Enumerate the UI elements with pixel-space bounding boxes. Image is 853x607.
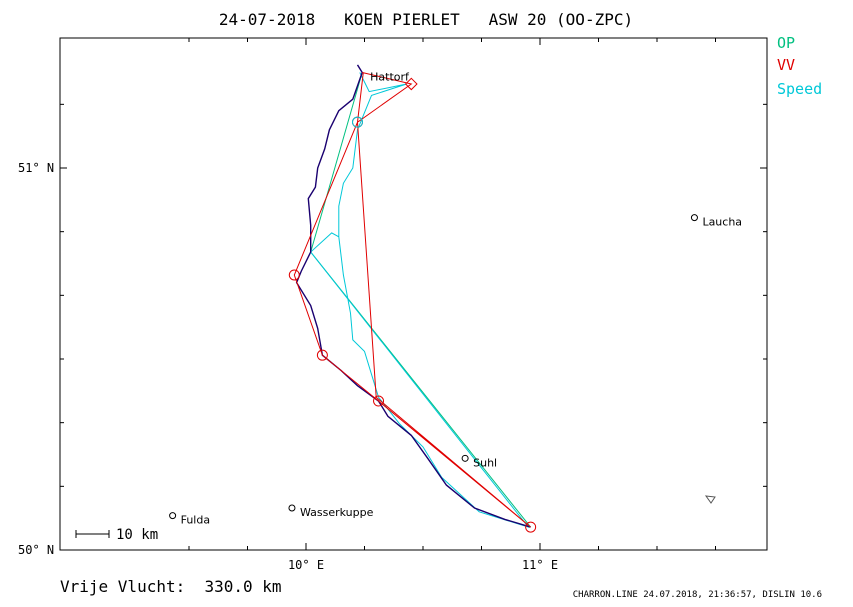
map-frame xyxy=(59,37,768,551)
place-marker-suhl xyxy=(461,454,469,462)
flight-track-line xyxy=(295,64,531,528)
map-title: 24-07-2018 KOEN PIERLET ASW 20 (OO-ZPC) xyxy=(219,10,633,29)
wind-marker-icon xyxy=(704,495,716,504)
place-label-hattorf: Hattorf xyxy=(370,71,410,84)
scale-bar: 10 km xyxy=(75,527,158,543)
place-label-laucha: Laucha xyxy=(702,216,742,229)
legend-op: OP xyxy=(777,34,795,52)
lon-label-11: 11° E xyxy=(522,558,558,572)
turnpoint-marker xyxy=(404,77,418,91)
axis-ticks xyxy=(60,38,767,551)
legend-speed: Speed xyxy=(777,80,822,98)
place-label-wasserkuppe: Wasserkuppe xyxy=(300,506,374,519)
distance-label: Vrije Vlucht: 330.0 km xyxy=(60,577,282,596)
vv-route-line xyxy=(293,72,531,528)
turnpoint-marker xyxy=(288,269,300,281)
route-layer xyxy=(288,64,537,533)
file-info: CHARRON.LINE 24.07.2018, 21:36:57, DISLI… xyxy=(573,590,822,600)
place-marker-laucha xyxy=(690,214,698,222)
place-label-suhl: Suhl xyxy=(473,456,497,469)
lat-label-50: 50° N xyxy=(18,543,54,557)
place-marker-wasserkuppe xyxy=(288,504,296,512)
place-label-fulda: Fulda xyxy=(181,514,210,527)
turnpoint-marker xyxy=(316,349,328,361)
lat-label-51: 51° N xyxy=(18,161,54,175)
turnpoint-marker xyxy=(373,395,385,407)
turnpoint-marker xyxy=(351,116,363,128)
place-marker-fulda xyxy=(169,512,177,520)
legend-vv: VV xyxy=(777,56,795,74)
place-layer: Hattorf Laucha Suhl Fulda Wasserkuppe xyxy=(169,71,742,527)
turnpoint-marker xyxy=(525,521,537,533)
lon-label-10: 10° E xyxy=(288,558,324,572)
scale-bar-label: 10 km xyxy=(116,527,158,543)
op-route-line xyxy=(310,72,531,528)
